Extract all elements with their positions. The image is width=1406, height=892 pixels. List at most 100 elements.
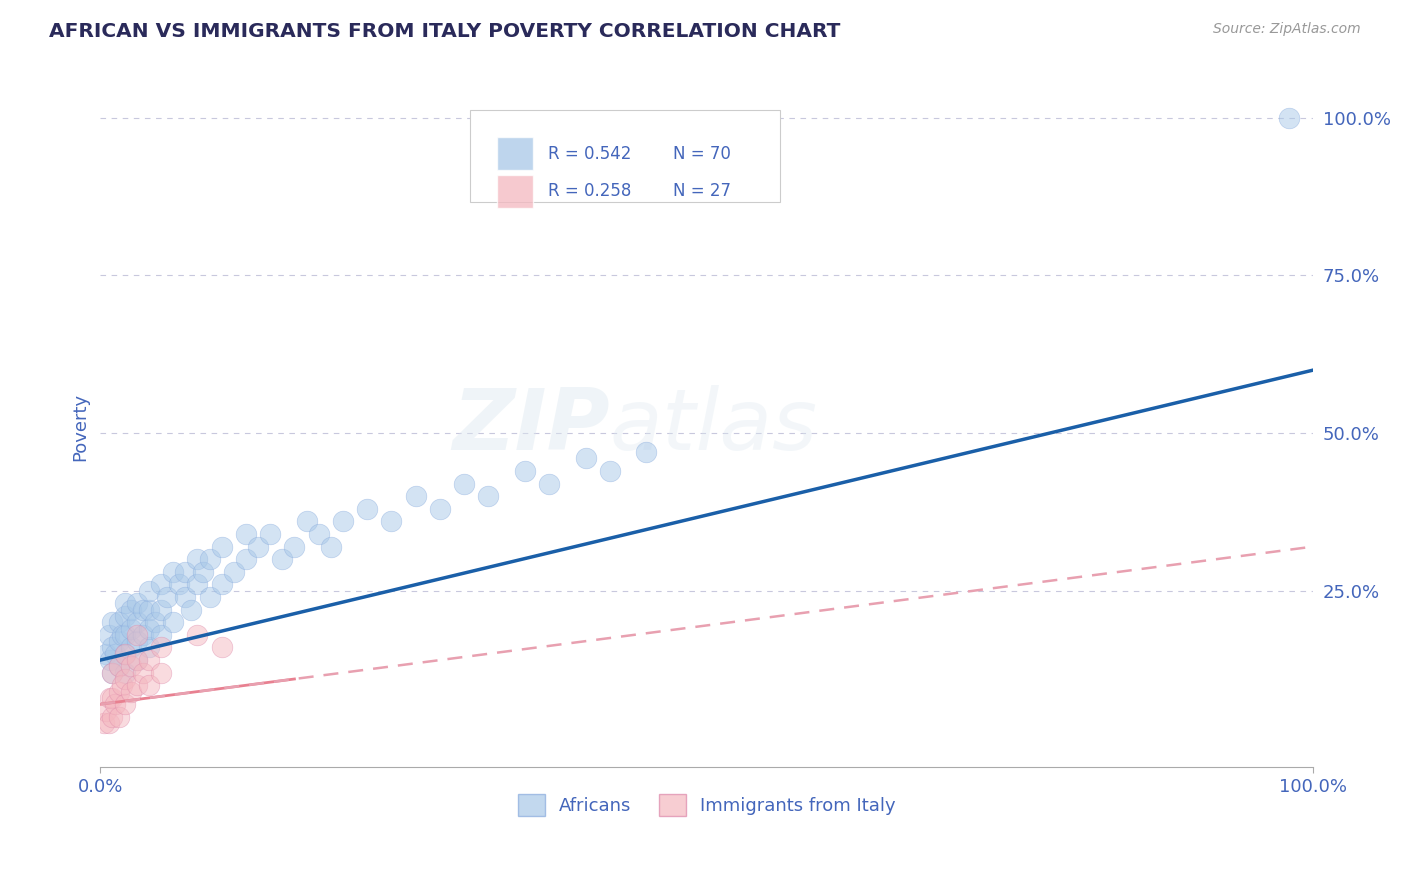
Point	[138, 583, 160, 598]
Point	[104, 647, 127, 661]
Point	[101, 640, 124, 655]
Point	[150, 665, 173, 680]
Point	[132, 628, 155, 642]
FancyBboxPatch shape	[496, 175, 533, 208]
Point	[132, 665, 155, 680]
Point	[114, 665, 136, 680]
Point	[332, 515, 354, 529]
Point	[271, 552, 294, 566]
Point	[180, 602, 202, 616]
Point	[97, 628, 120, 642]
Point	[319, 540, 342, 554]
Point	[125, 615, 148, 630]
Y-axis label: Poverty: Poverty	[72, 392, 89, 461]
Point	[120, 684, 142, 698]
Point	[97, 716, 120, 731]
Point	[150, 602, 173, 616]
Point	[453, 476, 475, 491]
Point	[1278, 111, 1301, 125]
Text: ZIP: ZIP	[453, 385, 610, 468]
Point	[138, 678, 160, 692]
Point	[574, 451, 596, 466]
Point	[162, 615, 184, 630]
Point	[211, 577, 233, 591]
Text: Source: ZipAtlas.com: Source: ZipAtlas.com	[1213, 22, 1361, 37]
Point	[107, 615, 129, 630]
Point	[111, 628, 134, 642]
Point	[150, 628, 173, 642]
Point	[138, 602, 160, 616]
Text: atlas: atlas	[610, 385, 818, 468]
Point	[107, 634, 129, 648]
Point	[107, 684, 129, 698]
Point	[186, 628, 208, 642]
Point	[405, 489, 427, 503]
Point	[174, 590, 197, 604]
Text: R = 0.542: R = 0.542	[548, 145, 631, 162]
Point	[114, 596, 136, 610]
Point	[295, 515, 318, 529]
Point	[107, 710, 129, 724]
Point	[125, 634, 148, 648]
Point	[308, 527, 330, 541]
Point	[125, 653, 148, 667]
FancyBboxPatch shape	[496, 137, 533, 170]
Point	[114, 647, 136, 661]
Point	[98, 690, 121, 705]
Point	[283, 540, 305, 554]
Point	[111, 678, 134, 692]
Point	[599, 464, 621, 478]
Point	[198, 552, 221, 566]
Point	[101, 665, 124, 680]
Point	[235, 527, 257, 541]
Point	[138, 653, 160, 667]
FancyBboxPatch shape	[470, 111, 779, 202]
Point	[101, 690, 124, 705]
Point	[162, 565, 184, 579]
Point	[138, 640, 160, 655]
Point	[235, 552, 257, 566]
Point	[167, 577, 190, 591]
Point	[156, 590, 179, 604]
Point	[104, 697, 127, 711]
Point	[174, 565, 197, 579]
Point	[120, 640, 142, 655]
Point	[114, 609, 136, 624]
Point	[429, 501, 451, 516]
Point	[96, 704, 118, 718]
Point	[538, 476, 561, 491]
Point	[125, 678, 148, 692]
Point	[101, 710, 124, 724]
Point	[98, 653, 121, 667]
Point	[132, 602, 155, 616]
Point	[198, 590, 221, 604]
Point	[477, 489, 499, 503]
Point	[186, 577, 208, 591]
Point	[101, 665, 124, 680]
Point	[380, 515, 402, 529]
Text: N = 27: N = 27	[673, 182, 731, 200]
Point	[101, 615, 124, 630]
Point	[247, 540, 270, 554]
Point	[186, 552, 208, 566]
Point	[114, 647, 136, 661]
Point	[193, 565, 215, 579]
Point	[114, 672, 136, 686]
Point	[114, 697, 136, 711]
Point	[150, 640, 173, 655]
Point	[125, 596, 148, 610]
Point	[93, 716, 115, 731]
Point	[120, 659, 142, 673]
Point	[138, 622, 160, 636]
Point	[222, 565, 245, 579]
Legend: Africans, Immigrants from Italy: Africans, Immigrants from Italy	[510, 787, 903, 823]
Point	[356, 501, 378, 516]
Point	[259, 527, 281, 541]
Text: R = 0.258: R = 0.258	[548, 182, 631, 200]
Point	[150, 577, 173, 591]
Text: N = 70: N = 70	[673, 145, 731, 162]
Point	[107, 659, 129, 673]
Point	[120, 602, 142, 616]
Point	[143, 615, 166, 630]
Point	[211, 540, 233, 554]
